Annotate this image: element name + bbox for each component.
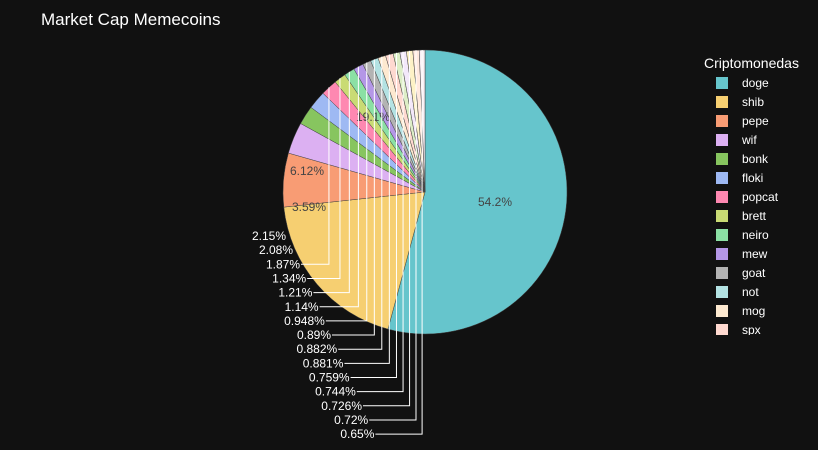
legend-swatch [716, 96, 728, 108]
legend-label: mog [742, 304, 765, 318]
legend-item-brett[interactable]: brett [716, 209, 767, 223]
legend-swatch [716, 115, 728, 127]
legend-item-popcat[interactable]: popcat [716, 190, 779, 204]
legend-label: neiro [742, 228, 769, 242]
slice-label-outside: 0.744% [315, 385, 356, 399]
legend-label: brett [742, 209, 767, 223]
legend-label: not [742, 285, 759, 299]
leader-line [375, 50, 423, 435]
leader-line [313, 71, 350, 294]
slice-label-outside: 0.948% [284, 314, 325, 328]
slice-label-outside: 2.08% [259, 243, 293, 257]
legend-item-doge[interactable]: doge [716, 76, 769, 90]
legend-swatch [716, 191, 728, 203]
legend-swatch [716, 172, 728, 184]
legend-item-spx[interactable]: spx [716, 323, 761, 337]
legend-label: doge [742, 76, 769, 90]
legend-swatch [716, 134, 728, 146]
pie-slices [282, 49, 568, 335]
legend-swatch [716, 305, 728, 317]
leader-line [369, 50, 417, 421]
slice-label-outside: 2.15% [252, 229, 286, 243]
leader-line [344, 54, 390, 364]
legend-label: popcat [742, 190, 779, 204]
chart-title: Market Cap Memecoins [41, 10, 221, 29]
pie-slice-doge [387, 49, 568, 335]
legend-swatch [716, 267, 728, 279]
slice-label-wif: 3.59% [292, 200, 326, 214]
slice-label-outside: 0.881% [303, 356, 344, 370]
legend-label: bonk [742, 152, 769, 166]
slice-label-outside: 0.726% [321, 399, 362, 413]
legend-item-neiro[interactable]: neiro [716, 228, 769, 242]
legend-item-mew[interactable]: mew [716, 247, 768, 261]
legend-item-floki[interactable]: floki [716, 171, 763, 185]
leader-line [319, 66, 359, 308]
leader-line [301, 87, 330, 265]
legend-item-wif[interactable]: wif [716, 133, 757, 147]
slice-label-outside: 1.87% [266, 257, 300, 271]
legend-item-mog[interactable]: mog [716, 304, 765, 318]
slice-label-outside: 1.21% [278, 286, 312, 300]
legend-item-bonk[interactable]: bonk [716, 152, 769, 166]
leader-line [332, 59, 375, 336]
legend-label: shib [742, 95, 764, 109]
legend: Criptomonedas doge shib pepe wif bonk floki po… [704, 55, 799, 337]
legend-label: pepe [742, 114, 769, 128]
legend-title: Criptomonedas [704, 55, 799, 71]
legend-label: spx [742, 323, 761, 337]
leader-line [338, 56, 383, 350]
legend-swatch [716, 153, 728, 165]
slice-label-outside: 0.65% [340, 427, 374, 441]
legend-item-pepe[interactable]: pepe [716, 114, 769, 128]
legend-label: floki [742, 171, 763, 185]
legend-swatch [716, 248, 728, 260]
legend-item-not[interactable]: not [716, 285, 759, 299]
legend-item-shib[interactable]: shib [716, 95, 764, 109]
leader-line [350, 52, 397, 378]
leader-line [307, 78, 341, 279]
legend-swatch [716, 324, 728, 335]
legend-swatch [716, 210, 728, 222]
slice-label-outside: 0.72% [334, 413, 368, 427]
leader-line [356, 51, 404, 393]
legend-label: mew [742, 247, 768, 261]
legend-swatch [716, 77, 728, 89]
slice-label-outside: 1.34% [272, 271, 306, 285]
slice-label-outside: 0.882% [296, 342, 337, 356]
slice-label-outside: 1.14% [285, 300, 319, 314]
leader-line [363, 50, 411, 407]
pie-labels: 54.2% 19.1% 6.12% 3.59% 2.15%2.08%1.87%1.34%… [252, 50, 512, 441]
legend-swatch [716, 229, 728, 241]
legend-label: goat [742, 266, 766, 280]
slice-label-shib: 19.1% [356, 110, 390, 124]
leader-line [325, 62, 368, 322]
slice-label-outside: 0.759% [309, 371, 350, 385]
slice-label-outside: 0.89% [297, 328, 331, 342]
legend-swatch [716, 286, 728, 298]
legend-label: wif [741, 133, 757, 147]
slice-label-pepe: 6.12% [290, 164, 324, 178]
legend-item-goat[interactable]: goat [716, 266, 766, 280]
slice-label-doge: 54.2% [478, 195, 512, 209]
